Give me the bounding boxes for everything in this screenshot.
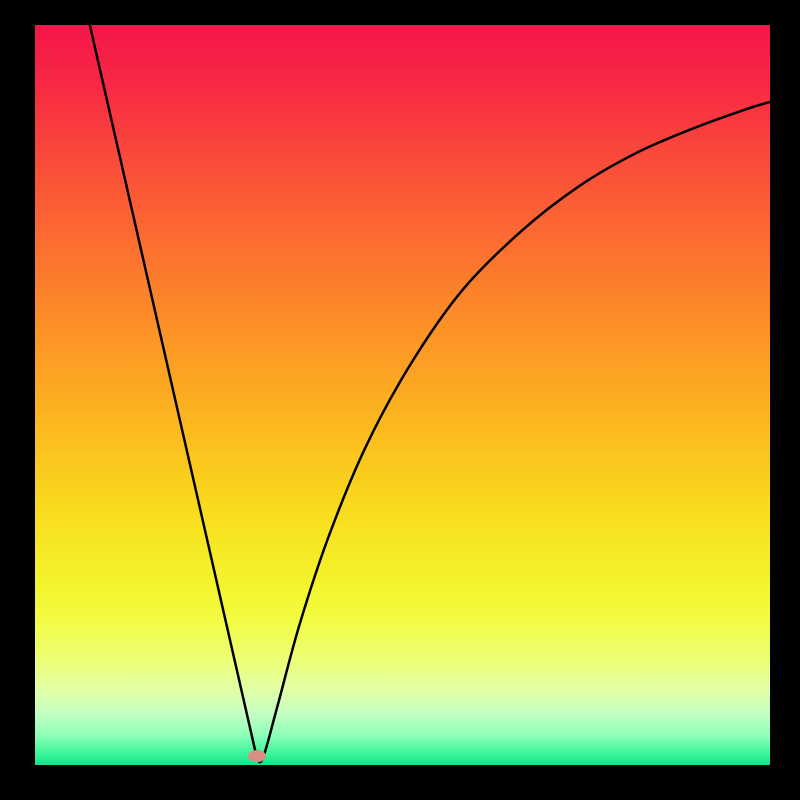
plot-background [35,25,770,765]
chart-frame: TheBottleneck.com [0,0,800,800]
dip-marker [248,750,266,762]
watermark-text: TheBottleneck.com [546,2,776,30]
gradient-v-chart [0,0,800,800]
